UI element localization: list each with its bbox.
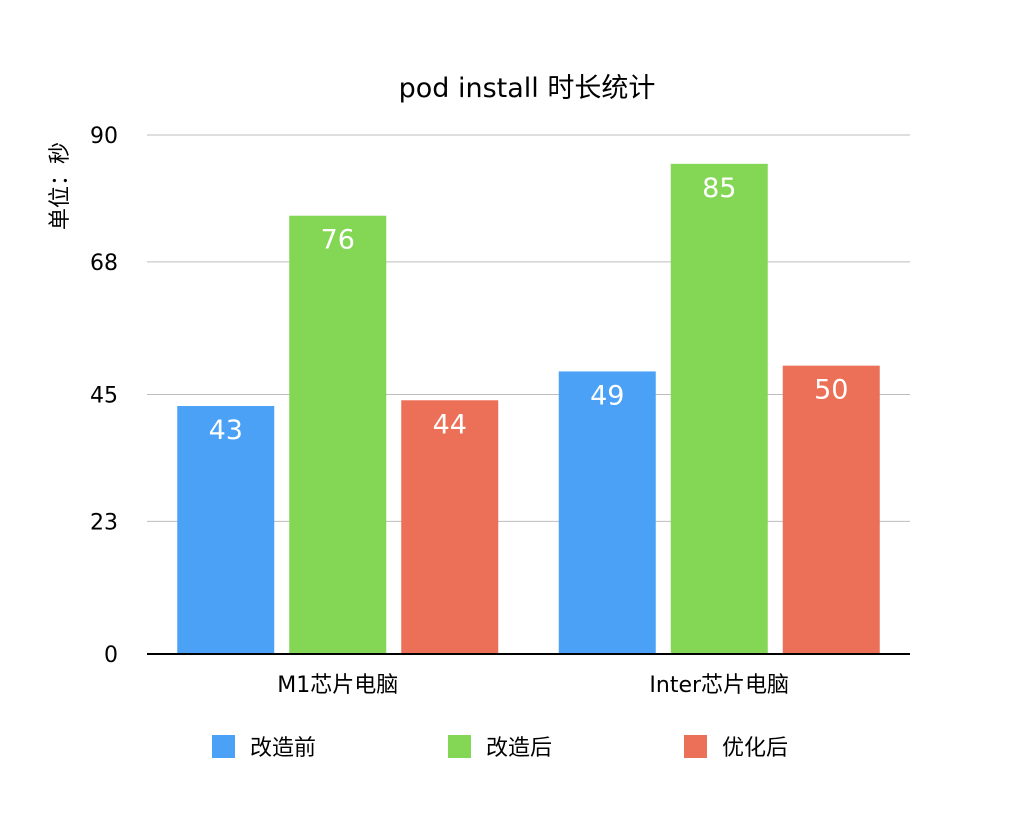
bar xyxy=(782,365,880,654)
y-axis-label: 单位：秒 xyxy=(48,142,73,230)
legend: 改造前 改造后 优化后 xyxy=(212,735,788,761)
bar-value-label: 44 xyxy=(433,409,467,440)
bar xyxy=(177,406,275,654)
y-tick-label: 45 xyxy=(90,384,118,409)
legend-swatch xyxy=(212,735,235,758)
bar-value-label: 43 xyxy=(209,415,243,446)
bar xyxy=(558,371,656,654)
bar xyxy=(401,400,499,654)
bar xyxy=(289,215,387,654)
legend-label: 优化后 xyxy=(722,736,788,761)
bar-value-label: 49 xyxy=(590,380,624,411)
legend-label: 改造前 xyxy=(250,736,316,761)
bar-value-label: 50 xyxy=(814,375,848,406)
y-tick-label: 68 xyxy=(90,251,118,276)
x-tick-label: M1芯片电脑 xyxy=(277,673,398,698)
y-tick-label: 23 xyxy=(90,510,118,535)
y-tick-label: 90 xyxy=(90,124,118,149)
bar-value-label: 85 xyxy=(702,173,736,204)
data-labels: 43 76 44 49 85 50 xyxy=(209,173,849,446)
bar-value-label: 76 xyxy=(321,225,355,256)
axes: 0 23 45 68 90 M1芯片电脑 Inter芯片电脑 xyxy=(90,124,910,698)
legend-swatch xyxy=(684,735,707,758)
legend-swatch xyxy=(448,735,471,758)
x-tick-label: Inter芯片电脑 xyxy=(649,673,789,698)
legend-label: 改造后 xyxy=(486,736,552,761)
bar xyxy=(670,163,768,655)
y-tick-label: 0 xyxy=(104,643,118,668)
bars xyxy=(177,163,880,655)
chart-title: pod install 时长统计 xyxy=(399,73,656,104)
